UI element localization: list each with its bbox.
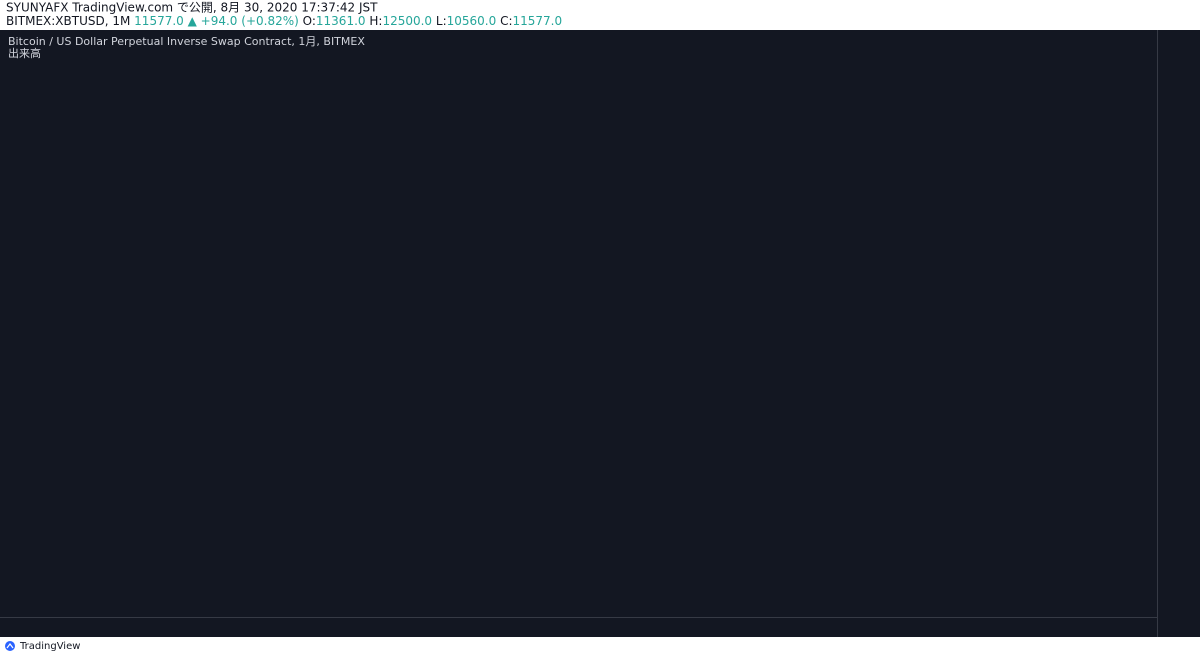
logo-mark [5,641,15,651]
ohlc-value: 12500.0 [382,14,432,28]
ohlc-label: O: [303,14,316,28]
ohlc-value: 11361.0 [316,14,366,28]
footer-brand: TradingView [19,641,80,652]
ohlc-value: 10560.0 [447,14,497,28]
logo [5,641,15,651]
ohlc-value: 11577.0 [513,14,563,28]
volume-title: 出来高 [8,46,41,60]
change: ▲ +94.0 (+0.82%) [188,14,299,28]
chart-background [0,30,1200,637]
chart-title: Bitcoin / US Dollar Perpetual Inverse Sw… [8,35,365,48]
logo-mark [6,643,14,649]
ohlc-label: C: [500,14,512,28]
publish-info: SYUNYAFX TradingView.com で公開, 8月 30, 202… [6,1,378,15]
last-price: 11577.0 [134,14,184,28]
symbol-line: BITMEX:XBTUSD, 1M 11577.0 ▲ +94.0 (+0.82… [6,14,562,28]
ohlc-label: L: [436,14,447,28]
ohlc-label: H: [369,14,382,28]
symbol: BITMEX:XBTUSD, 1M [6,14,130,28]
